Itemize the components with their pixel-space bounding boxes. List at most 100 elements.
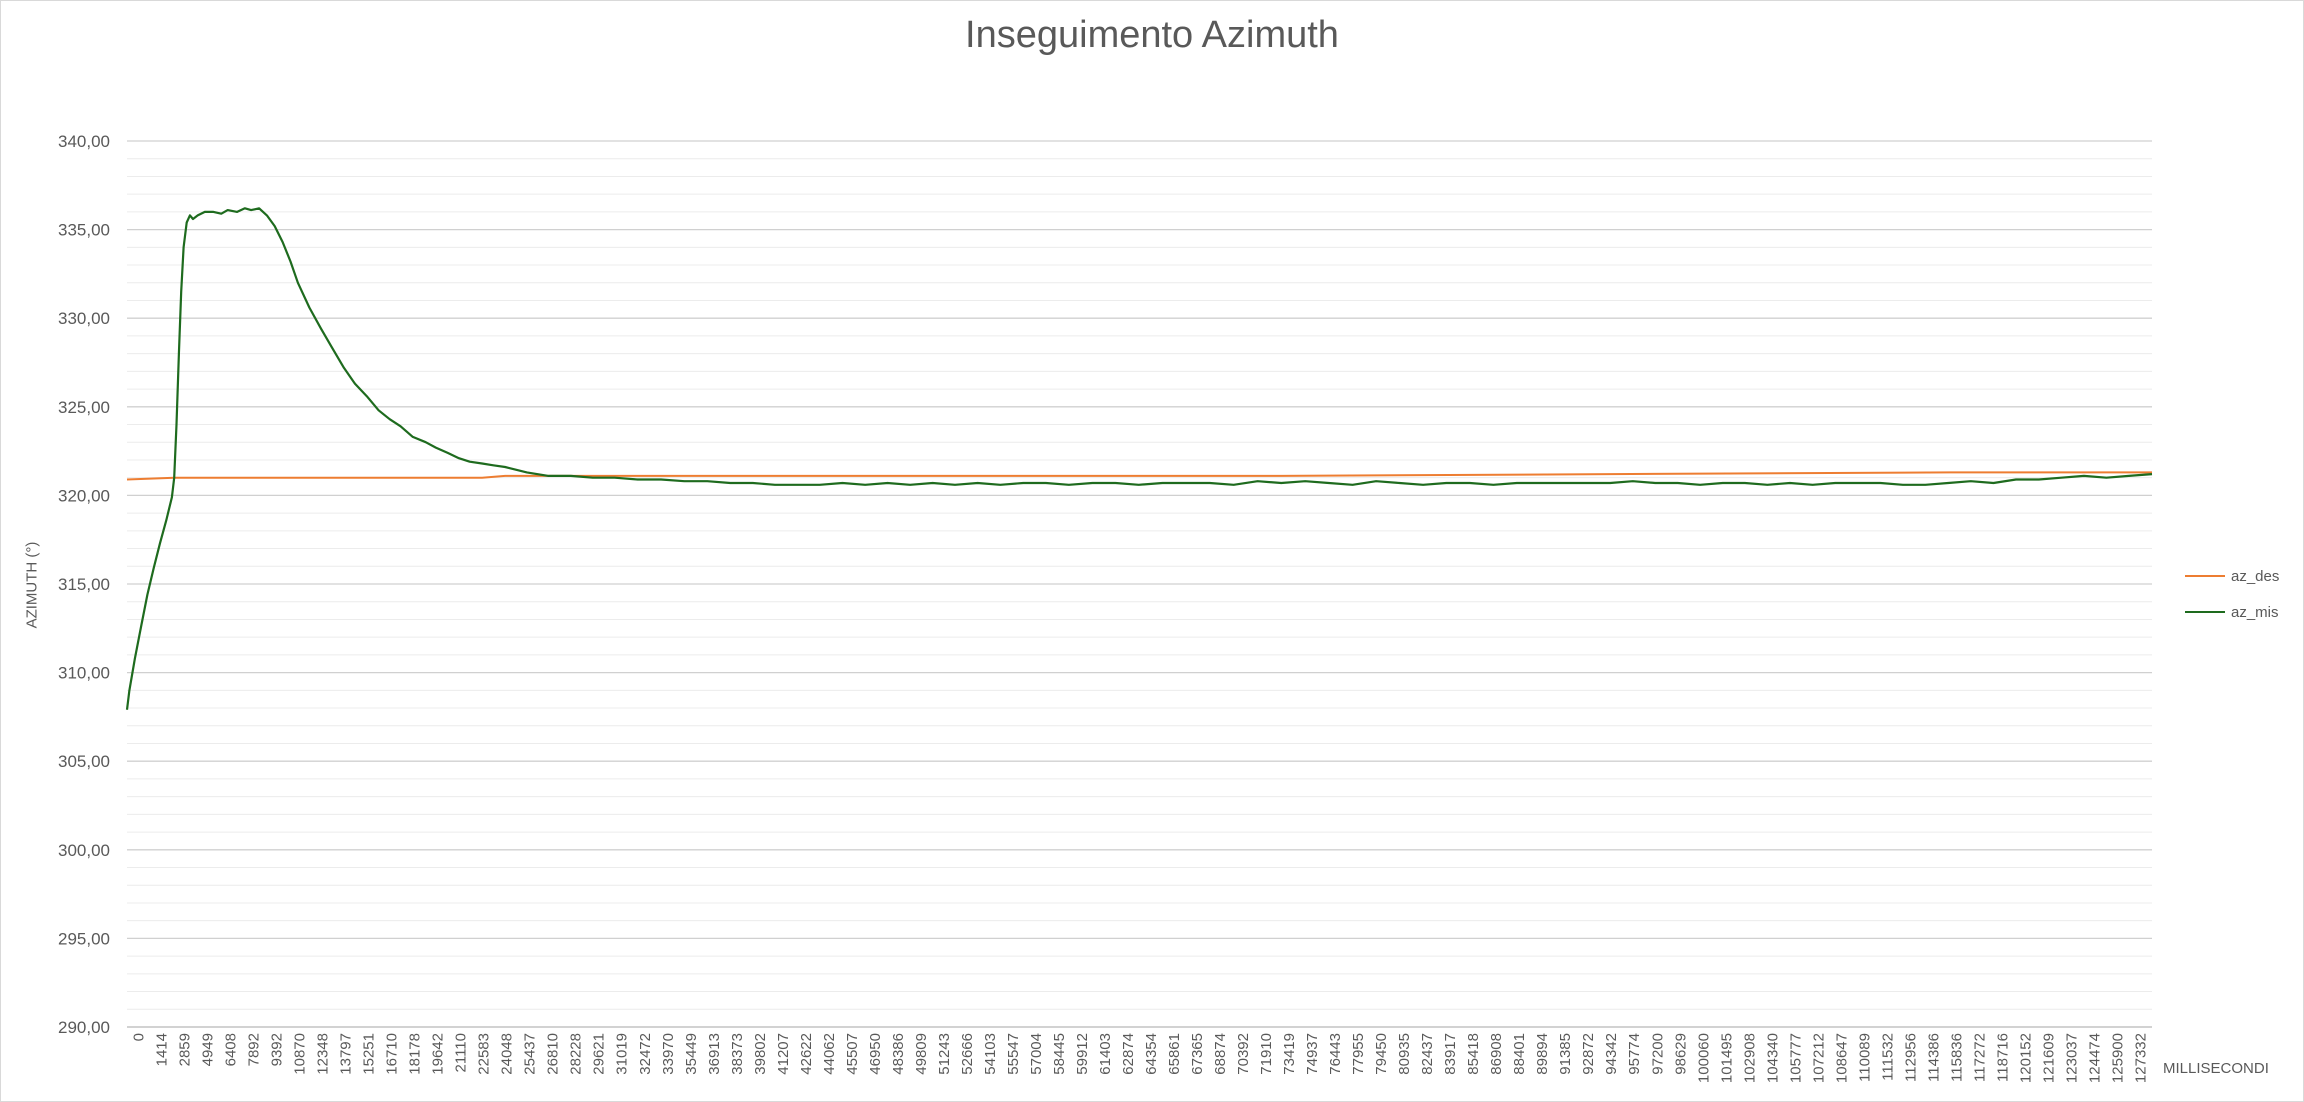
x-tick-label: 28228 — [568, 1033, 585, 1075]
y-tick-label: 315,00 — [58, 575, 110, 594]
legend-swatch-az-des — [2185, 575, 2225, 577]
y-tick-label: 310,00 — [58, 664, 110, 683]
x-tick-label: 22583 — [476, 1033, 493, 1075]
x-tick-label: 124474 — [2087, 1033, 2104, 1083]
x-tick-label: 25437 — [522, 1033, 539, 1075]
x-tick-label: 102908 — [1741, 1033, 1758, 1083]
x-tick-label: 10870 — [292, 1033, 309, 1075]
x-tick-label: 59912 — [1074, 1033, 1091, 1075]
x-tick-label: 105777 — [1787, 1033, 1804, 1083]
x-tick-label: 86908 — [1488, 1033, 1505, 1075]
x-tick-label: 117272 — [1971, 1033, 1988, 1082]
y-tick-label: 305,00 — [58, 752, 110, 771]
x-tick-label: 6408 — [223, 1033, 240, 1066]
x-tick-label: 62874 — [1120, 1033, 1137, 1075]
x-tick-label: 26810 — [545, 1033, 562, 1075]
x-tick-label: 44062 — [821, 1033, 838, 1075]
legend-item-az-mis: az_mis — [2185, 594, 2279, 630]
y-tick-label: 300,00 — [58, 841, 110, 860]
x-tick-label: 21110 — [453, 1033, 470, 1073]
y-tick-label: 340,00 — [58, 132, 110, 151]
x-tick-label: 127332 — [2133, 1033, 2150, 1083]
x-tick-label: 125900 — [2110, 1033, 2127, 1083]
x-tick-label: 115836 — [1948, 1033, 1965, 1082]
x-tick-label: 97200 — [1649, 1033, 1666, 1075]
x-tick-label: 41207 — [775, 1033, 792, 1075]
x-tick-label: 19642 — [430, 1033, 447, 1075]
x-tick-label: 121609 — [2040, 1033, 2057, 1083]
x-tick-label: 33970 — [660, 1033, 677, 1075]
x-tick-label: 83917 — [1442, 1033, 1459, 1075]
x-tick-label: 15251 — [361, 1033, 378, 1075]
legend-label-az-mis: az_mis — [2231, 603, 2279, 621]
x-tick-label: 9392 — [269, 1033, 286, 1066]
chart-title: Inseguimento Azimuth — [965, 14, 1339, 56]
x-tick-label: 61403 — [1097, 1033, 1114, 1075]
x-tick-label: 107212 — [1810, 1033, 1827, 1083]
x-tick-label: 108647 — [1833, 1033, 1850, 1083]
x-tick-label: 12348 — [315, 1033, 332, 1075]
x-tick-label: 112956 — [1902, 1033, 1919, 1082]
x-tick-label: 39802 — [752, 1033, 769, 1075]
x-tick-label: 101495 — [1718, 1033, 1735, 1083]
x-tick-label: 65861 — [1166, 1033, 1183, 1075]
y-tick-label: 295,00 — [58, 929, 110, 948]
x-tick-label: 13797 — [338, 1033, 355, 1075]
x-tick-label: 71910 — [1258, 1033, 1275, 1075]
x-tick-label: 16710 — [384, 1033, 401, 1075]
x-tick-label: 68874 — [1212, 1033, 1229, 1075]
x-tick-label: 48386 — [890, 1033, 907, 1075]
y-tick-label: 290,00 — [58, 1018, 110, 1037]
x-tick-label: 49809 — [913, 1033, 930, 1075]
y-tick-label: 320,00 — [58, 486, 110, 505]
x-tick-label: 0 — [131, 1033, 148, 1041]
x-tick-label: 18178 — [407, 1033, 424, 1075]
x-tick-label: 123037 — [2064, 1033, 2081, 1083]
x-tick-label: 85418 — [1465, 1033, 1482, 1075]
x-tick-label: 58445 — [1051, 1033, 1068, 1075]
x-tick-label: 31019 — [614, 1033, 631, 1075]
x-tick-label: 88401 — [1511, 1033, 1528, 1075]
x-tick-label: 114386 — [1925, 1033, 1942, 1082]
x-tick-label: 104340 — [1764, 1033, 1781, 1083]
x-tick-label: 54103 — [982, 1033, 999, 1075]
x-tick-label: 79450 — [1373, 1033, 1390, 1075]
x-tick-label: 110089 — [1856, 1033, 1873, 1082]
y-axis-label: AZIMUTH (°) — [23, 541, 41, 629]
x-tick-label: 35449 — [683, 1033, 700, 1075]
legend-item-az-des: az_des — [2185, 558, 2279, 594]
x-tick-label: 36913 — [706, 1033, 723, 1075]
x-tick-label: 111532 — [1879, 1033, 1896, 1081]
x-tick-label: 4949 — [200, 1033, 217, 1066]
x-tick-label: 94342 — [1603, 1033, 1620, 1075]
x-tick-label: 51243 — [936, 1033, 953, 1075]
y-tick-label: 335,00 — [58, 221, 110, 240]
x-tick-label: 46950 — [867, 1033, 884, 1075]
x-tick-label: 29621 — [591, 1033, 608, 1075]
series-line-az-des — [126, 471, 2152, 481]
x-tick-label: 64354 — [1143, 1033, 1160, 1075]
x-tick-label: 95774 — [1626, 1033, 1643, 1075]
x-tick-label: 120152 — [2017, 1033, 2034, 1083]
x-tick-label: 82437 — [1419, 1033, 1436, 1075]
x-tick-label: 80935 — [1396, 1033, 1413, 1075]
x-tick-label: 42622 — [798, 1033, 815, 1075]
x-tick-label: 73419 — [1281, 1033, 1298, 1075]
x-tick-label: 45507 — [844, 1033, 861, 1075]
legend: az_des az_mis — [2185, 558, 2279, 630]
x-tick-label: 118716 — [1994, 1033, 2011, 1082]
y-tick-label: 330,00 — [58, 309, 110, 328]
x-tick-label: 24048 — [499, 1033, 516, 1075]
series-line-az-mis — [125, 207, 2153, 710]
x-tick-label: 52666 — [959, 1033, 976, 1075]
legend-swatch-az-mis — [2185, 611, 2225, 613]
x-axis-label: MILLISECONDI — [2163, 1060, 2269, 1077]
x-tick-label: 92872 — [1580, 1033, 1597, 1075]
x-tick-label: 2859 — [177, 1033, 194, 1066]
x-tick-label: 32472 — [637, 1033, 654, 1075]
x-tick-label: 38373 — [729, 1033, 746, 1075]
x-tick-label: 74937 — [1304, 1033, 1321, 1075]
x-tick-label: 89894 — [1534, 1033, 1551, 1075]
x-tick-label: 7892 — [246, 1033, 263, 1066]
